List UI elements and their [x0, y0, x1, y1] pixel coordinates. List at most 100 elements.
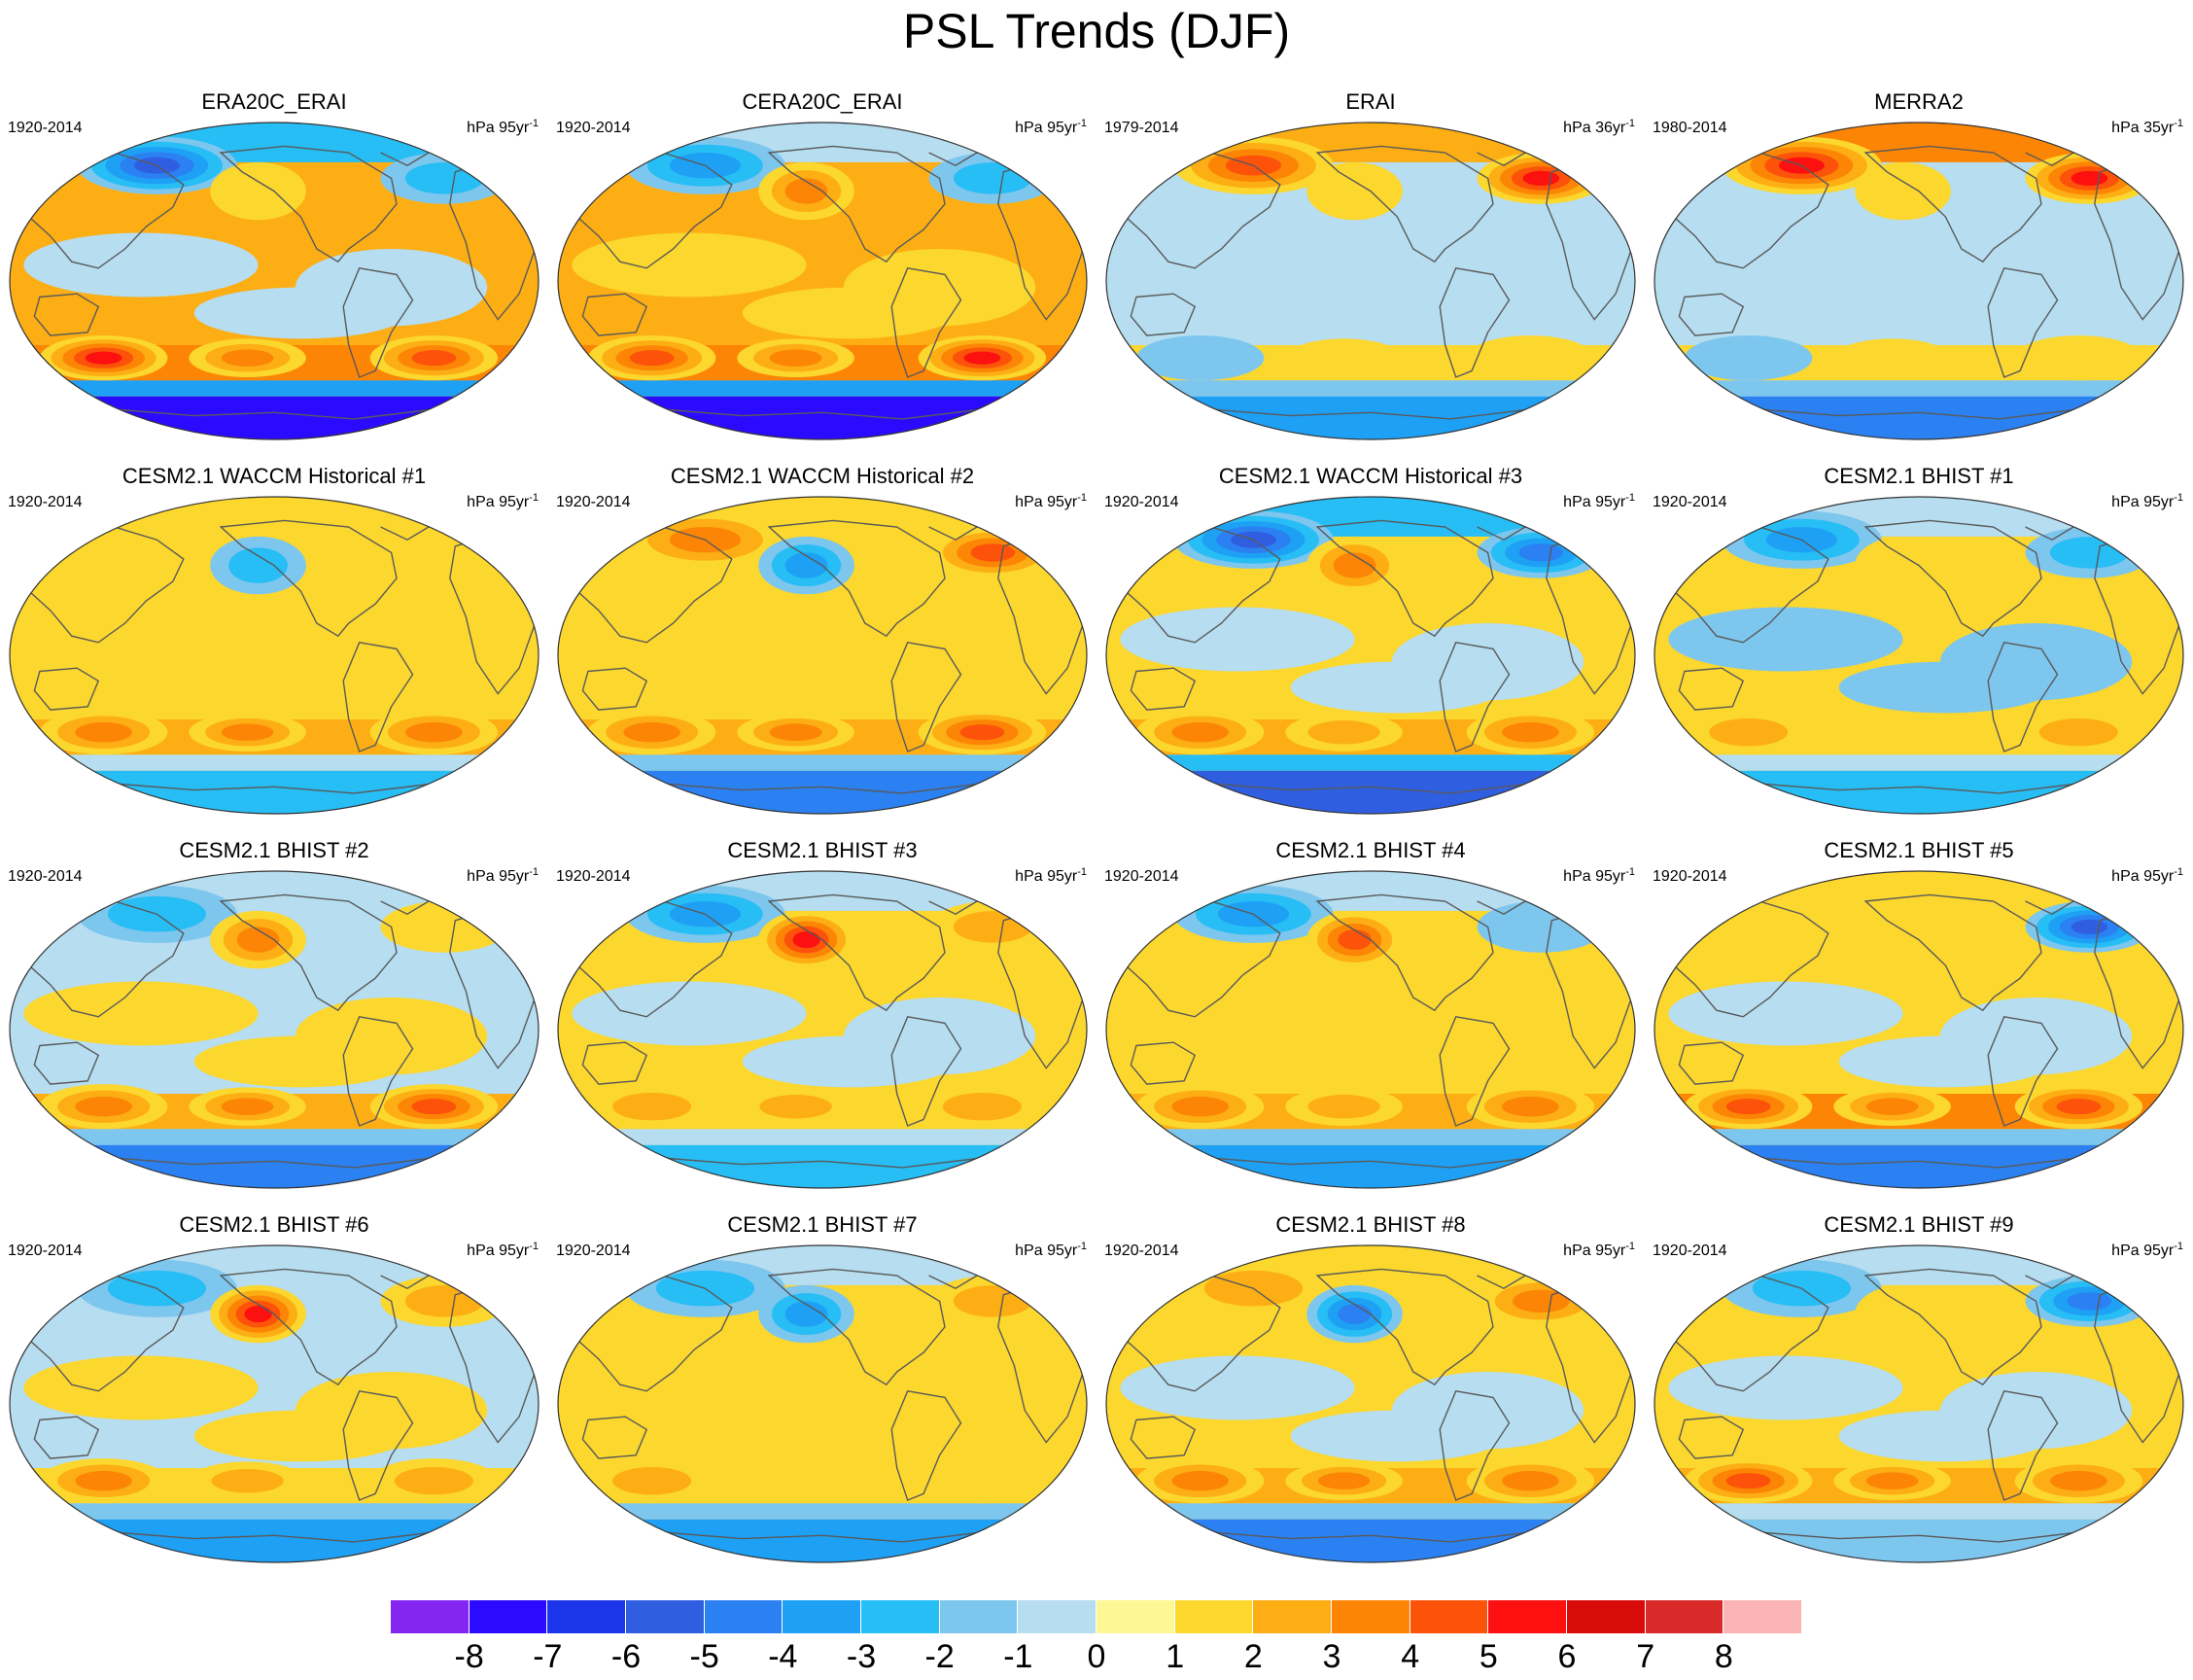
north-atlantic-centre — [953, 911, 1032, 943]
panel-period: 1980-2014 — [1653, 120, 1727, 136]
panel-period: 1920-2014 — [1104, 868, 1179, 885]
panel-period: 1920-2014 — [8, 868, 83, 885]
south-indian-centre — [75, 1470, 132, 1491]
panel-title: MERRA2 — [1874, 89, 1964, 114]
coastline — [1678, 667, 1745, 711]
coastline — [1315, 893, 1494, 1012]
north-atlantic-centre — [2067, 1292, 2112, 1311]
antarctic-band-outer — [10, 1503, 539, 1520]
map-border — [1105, 122, 1636, 440]
colorbar-swatch — [1567, 1600, 1646, 1633]
coastline — [662, 1531, 983, 1543]
north-atlantic-centre — [2049, 537, 2129, 569]
colorbar-boxes — [391, 1600, 1803, 1633]
antarctic-band-outer — [10, 1129, 539, 1145]
map-projection — [1105, 122, 1636, 440]
coastline — [890, 267, 962, 378]
coastline — [1987, 1016, 2059, 1127]
coastline — [1863, 519, 2042, 638]
antarctic-band-inner — [10, 1144, 539, 1188]
north-atlantic-centre — [404, 162, 484, 194]
north-pacific-centre — [1855, 536, 1951, 595]
units-exponent: -1 — [2174, 118, 2183, 129]
colorbar-tick-label: 7 — [1636, 1638, 1655, 1675]
map-border — [1653, 870, 2184, 1189]
field-patch — [1668, 981, 1903, 1046]
map-projection — [557, 1244, 1088, 1563]
units-exponent: -1 — [1625, 118, 1635, 129]
colorbar-tick-label: 8 — [1714, 1638, 1733, 1675]
north-pacific-centre — [1855, 910, 1951, 969]
arctic-band — [558, 1245, 1087, 1285]
antarctic-band-outer — [558, 380, 1087, 397]
units-rate: hPa 95yr — [1563, 868, 1626, 885]
coastline — [581, 667, 648, 711]
coastline — [1987, 642, 2059, 752]
units-exponent: -1 — [1077, 118, 1087, 129]
coastline — [1210, 1531, 1531, 1543]
map-border — [1653, 496, 2184, 815]
units-exponent: -1 — [1077, 1241, 1087, 1252]
field-patch — [1668, 232, 1903, 298]
coastline — [33, 1041, 100, 1085]
arctic-band — [1106, 122, 1635, 162]
coastline — [890, 1016, 962, 1127]
field-patch — [572, 607, 807, 672]
coastline — [342, 1016, 414, 1127]
panel-title: CESM2.1 BHIST #8 — [1275, 1212, 1466, 1237]
units-rate: hPa 95yr — [1015, 494, 1078, 510]
arctic-band — [1106, 1245, 1635, 1285]
south-atlantic-centre — [2050, 1470, 2107, 1491]
coastline — [662, 408, 983, 420]
map-panel: CESM2.1 WACCM Historical #3 1920-2014 hPa … — [1096, 464, 1645, 838]
panel-title: ERA20C_ERAI — [201, 89, 347, 114]
map-panel: CESM2.1 BHIST #5 1920-2014 hPa 95yr-1 — [1645, 838, 2193, 1212]
panel-units: hPa 95yr-1 — [467, 114, 539, 138]
map-panel: ERA20C_ERAI 1920-2014 hPa 95yr-1 — [0, 89, 548, 464]
units-rate: hPa 95yr — [467, 120, 530, 136]
map-panel: CESM2.1 WACCM Historical #1 1920-2014 hPa … — [0, 464, 548, 838]
antarctic-band-outer — [1106, 380, 1635, 397]
units-exponent: -1 — [529, 492, 539, 504]
south-atlantic-centre — [1502, 721, 1559, 743]
north-pacific-centre — [228, 547, 288, 583]
panel-units: hPa 95yr-1 — [1563, 1237, 1635, 1261]
colorbar-labels: -8 -7 -6 -5 -4 -3 -2 -1 0 1 2 3 4 5 6 7 8 — [391, 1637, 1802, 1676]
units-rate: hPa 95yr — [467, 494, 530, 510]
coastline — [1439, 1016, 1511, 1127]
panel-units: hPa 95yr-1 — [467, 862, 539, 887]
south-pacific-centre — [1833, 338, 1951, 377]
field-patch — [572, 1355, 807, 1420]
arctic-band — [1654, 871, 2183, 911]
north-atlantic-centre — [970, 543, 1016, 562]
south-atlantic-centre — [1502, 1470, 1559, 1491]
panel-period: 1920-2014 — [556, 494, 631, 510]
coastline — [1987, 267, 2059, 378]
antarctic-band-inner — [558, 396, 1087, 439]
map-projection — [1653, 870, 2184, 1189]
north-pacific-centre — [1855, 1284, 1951, 1344]
north-atlantic-centre — [953, 1285, 1032, 1317]
field-patch — [23, 981, 259, 1046]
field-patch — [742, 1035, 956, 1088]
coastline — [1210, 408, 1531, 420]
south-indian-centre — [1725, 1099, 1771, 1115]
south-indian-centre — [1171, 721, 1229, 743]
antarctic-band-inner — [10, 770, 539, 814]
arctic-band — [558, 871, 1087, 911]
south-indian-centre — [1709, 718, 1789, 747]
colorbar-swatch — [626, 1600, 705, 1633]
coastline — [114, 408, 435, 420]
north-pacific-centre — [1855, 161, 1951, 221]
units-rate: hPa 95yr — [1563, 1242, 1626, 1259]
map-projection — [9, 496, 540, 815]
map-projection — [9, 1244, 540, 1563]
colorbar-tick-label: -8 — [454, 1638, 484, 1675]
units-rate: hPa 95yr — [2111, 1242, 2175, 1259]
coastline — [581, 1416, 648, 1459]
north-pacific-centre — [236, 927, 280, 953]
field-patch — [193, 287, 407, 339]
panel-units: hPa 95yr-1 — [1015, 862, 1087, 887]
coastline — [219, 1268, 398, 1386]
colorbar-tick-label: 4 — [1401, 1638, 1420, 1675]
